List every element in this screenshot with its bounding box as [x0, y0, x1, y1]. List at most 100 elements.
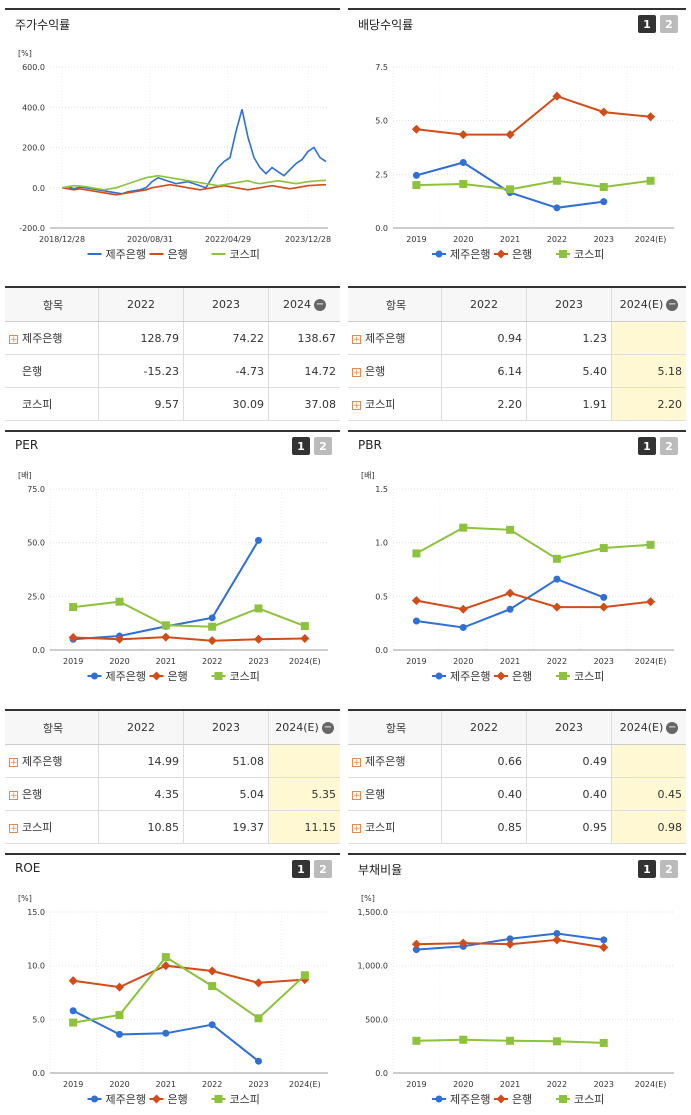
x-tick-label: 2021: [156, 1080, 176, 1089]
x-tick-label: 2019: [63, 1080, 83, 1089]
table-cell: 0.94: [441, 321, 527, 355]
table-header: 항목: [348, 286, 442, 322]
table-cell: 74.22: [183, 321, 269, 355]
expand-icon[interactable]: +: [9, 334, 18, 345]
table-header: 2024−: [268, 286, 340, 322]
data-point: [553, 929, 561, 937]
table-header: 2024(E) −: [611, 709, 686, 745]
y-tick-label: 0.0: [375, 646, 388, 655]
legend-label: 코스피: [230, 1093, 260, 1106]
data-point: [161, 632, 171, 642]
y-tick-label: 25.0: [27, 592, 45, 601]
table-cell: 0.95: [526, 810, 612, 844]
collapse-icon[interactable]: −: [314, 299, 326, 311]
series-line-3: [415, 526, 651, 560]
y-tick-label: 400.0: [22, 103, 45, 112]
x-tick-label: 2024(E): [635, 235, 667, 244]
data-point: [505, 939, 515, 949]
view-1-button[interactable]: 1: [638, 15, 656, 33]
series-line-3: [73, 955, 306, 1024]
view-1-button[interactable]: 1: [638, 437, 656, 455]
table-cell: 0.98: [611, 810, 686, 844]
pbr-table: 항목 2022 2023 2024(E) − + 제주은행 0.66 0.49 + 은행 0.40 0.…: [348, 709, 686, 844]
data-point: [69, 1007, 77, 1015]
table-row: + 은행 6.14 5.40 5.18: [348, 354, 686, 388]
collapse-icon[interactable]: −: [321, 722, 334, 734]
expand-icon[interactable]: +: [352, 823, 361, 834]
expand-icon[interactable]: +: [352, 367, 361, 378]
y-tick-label: 5.0: [32, 1015, 45, 1024]
x-tick-label: 2019: [406, 657, 426, 666]
y-tick-label: 0.0: [32, 184, 45, 193]
data-point: [151, 671, 162, 681]
expand-icon[interactable]: +: [9, 757, 18, 768]
table-cell: 51.08: [183, 744, 269, 778]
view-2-button[interactable]: 2: [314, 860, 332, 878]
x-tick-label: 2023/12/28: [285, 235, 331, 244]
data-point: [255, 1057, 262, 1065]
x-tick-label: 2022: [202, 1080, 222, 1089]
expand-icon[interactable]: +: [9, 790, 18, 801]
y-tick-label: 5.0: [375, 117, 388, 126]
data-point: [646, 540, 655, 549]
data-point: [646, 597, 656, 607]
row-label: + 코스피: [5, 810, 99, 844]
data-point: [69, 603, 78, 612]
x-tick-label: 2020: [109, 1080, 129, 1089]
table-cell: 14.72: [268, 354, 340, 388]
data-point: [646, 112, 656, 122]
expand-icon: [9, 368, 18, 377]
y-tick-label: 0.0: [32, 1069, 45, 1078]
table-row: + 코스피 10.85 19.37 11.15: [5, 810, 340, 844]
y-axis-label: [%]: [18, 49, 32, 58]
table-cell: 9.57: [98, 387, 184, 421]
dividend-yield-table: 항목 2022 2023 2024(E) − + 제주은행 0.94 1.23 + 은행 6.14 5.…: [348, 286, 686, 421]
collapse-icon[interactable]: −: [666, 722, 679, 734]
y-tick-label: 500.0: [365, 1015, 388, 1024]
y-axis-label: [%]: [361, 894, 375, 903]
view-2-button[interactable]: 2: [660, 437, 678, 455]
collapse-icon[interactable]: −: [666, 299, 679, 311]
data-point: [255, 536, 262, 544]
x-tick-label: 2024(E): [635, 1080, 667, 1089]
table-row: + 은행 4.35 5.04 5.35: [5, 777, 340, 811]
legend-label: 코스피: [230, 248, 260, 261]
data-point: [600, 593, 608, 601]
table-row: + 코스피 2.20 1.91 2.20: [348, 387, 686, 421]
expand-icon[interactable]: +: [352, 334, 361, 345]
view-2-button[interactable]: 2: [660, 15, 678, 33]
x-tick-label: 2022: [547, 1080, 567, 1089]
expand-icon[interactable]: +: [352, 790, 361, 801]
expand-icon[interactable]: +: [9, 823, 18, 834]
table-cell: 138.67: [268, 321, 340, 355]
legend-label: 코스피: [574, 670, 604, 683]
view-2-button[interactable]: 2: [314, 437, 332, 455]
table-header: 2023: [526, 709, 612, 745]
data-point: [161, 953, 170, 962]
x-tick-label: 2022: [547, 235, 567, 244]
legend-label: 은행: [512, 248, 532, 261]
data-point: [208, 1021, 216, 1029]
legend-label: 코스피: [230, 670, 260, 683]
series-line-2: [61, 183, 327, 196]
x-tick-label: 2023: [594, 1080, 614, 1089]
row-label: + 제주은행: [348, 744, 442, 778]
data-point: [459, 623, 467, 631]
view-2-button[interactable]: 2: [660, 860, 678, 878]
view-1-button[interactable]: 1: [638, 860, 656, 878]
x-tick-label: 2024(E): [289, 1080, 321, 1089]
y-tick-label: 10.0: [27, 962, 45, 971]
expand-icon[interactable]: +: [352, 757, 361, 768]
view-1-button[interactable]: 1: [292, 437, 310, 455]
data-point: [435, 672, 443, 680]
data-point: [116, 1030, 123, 1038]
expand-icon[interactable]: +: [352, 400, 361, 411]
table-cell: 1.23: [526, 321, 612, 355]
table-cell: -4.73: [183, 354, 269, 388]
data-point: [253, 634, 264, 644]
series-line-3: [61, 174, 327, 191]
view-1-button[interactable]: 1: [292, 860, 310, 878]
x-tick-label: 2021: [156, 657, 176, 666]
y-tick-label: 0.5: [375, 592, 388, 601]
x-tick-label: 2019: [406, 235, 426, 244]
